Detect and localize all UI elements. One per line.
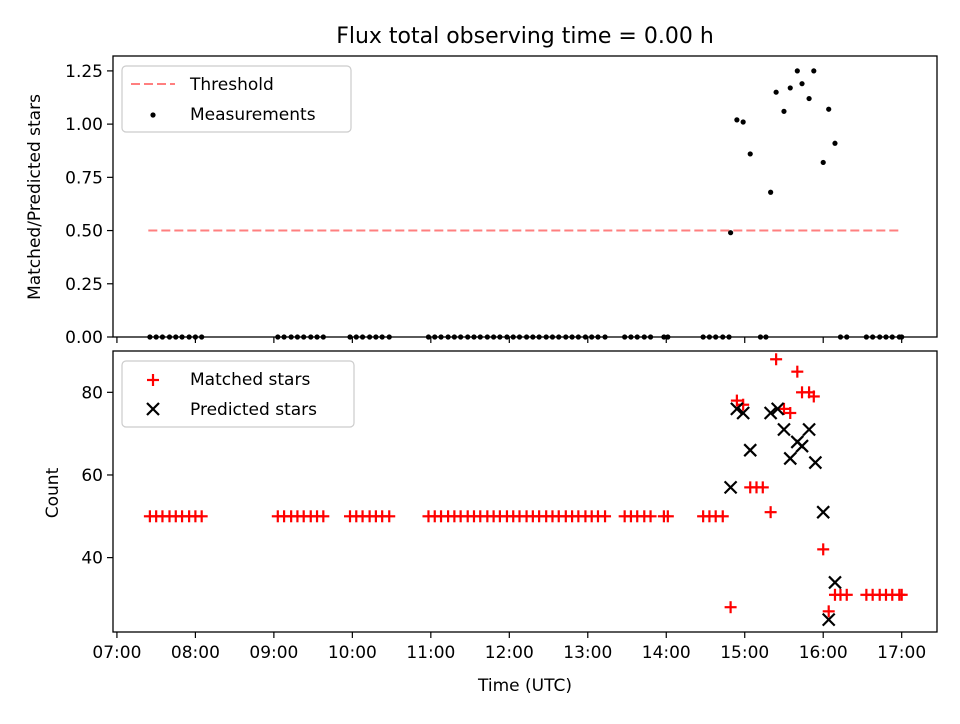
top-y-ticks: 0.00 0.25 0.50 0.75 1.00 1.25 bbox=[65, 62, 113, 348]
matched-star-point bbox=[383, 510, 396, 523]
measurement-point bbox=[740, 119, 746, 125]
x-tick-label: 11:00 bbox=[406, 643, 455, 663]
x-tick-label: 08:00 bbox=[171, 643, 220, 663]
matched-star-point bbox=[644, 510, 657, 523]
matched-star-point bbox=[756, 481, 769, 494]
top-y-tick-label: 0.50 bbox=[65, 222, 103, 242]
predicted-star-point bbox=[816, 505, 830, 519]
x-tick-label: 07:00 bbox=[92, 643, 141, 663]
predicted-star-point bbox=[828, 575, 842, 590]
top-axes-frame bbox=[112, 55, 938, 338]
matched-star-point bbox=[195, 510, 208, 523]
x-tick-label: 16:00 bbox=[799, 643, 848, 663]
bottom-y-tick-label: 60 bbox=[81, 466, 103, 486]
matched-star-point bbox=[716, 510, 729, 523]
matched-star-point bbox=[822, 605, 835, 618]
legend-measurements-swatch bbox=[150, 112, 156, 118]
measurement-point bbox=[773, 89, 779, 95]
matched-star-point bbox=[317, 510, 330, 523]
measurement-point bbox=[734, 117, 740, 123]
legend-measurements-label: Measurements bbox=[190, 105, 316, 125]
measurement-point bbox=[787, 85, 793, 91]
x-tick-label: 13:00 bbox=[563, 643, 612, 663]
top-y-tick-label: 0.25 bbox=[65, 275, 103, 295]
predicted-star-point bbox=[730, 402, 744, 416]
legend-threshold-label: Threshold bbox=[189, 75, 274, 95]
x-axis-label: Time (UTC) bbox=[477, 676, 572, 696]
measurement-point bbox=[728, 230, 734, 236]
x-tick-label: 17:00 bbox=[877, 643, 926, 663]
measurement-point bbox=[820, 159, 826, 166]
bottom-axes-frame bbox=[112, 350, 938, 633]
predicted-star-point bbox=[802, 422, 816, 437]
bottom-y-tick-label: 40 bbox=[81, 549, 103, 569]
bottom-y-axis-label: Count bbox=[43, 467, 63, 518]
legend-matched-label: Matched stars bbox=[190, 370, 310, 390]
predicted-star-point bbox=[763, 406, 778, 420]
predicted-star-point bbox=[821, 612, 836, 627]
legend-predicted-label: Predicted stars bbox=[190, 400, 317, 420]
top-y-tick-label: 0.00 bbox=[65, 328, 103, 348]
matched-star-point bbox=[724, 601, 737, 614]
x-tick-label: 14:00 bbox=[642, 643, 691, 663]
legend-predicted-swatch bbox=[146, 402, 160, 416]
measurement-point bbox=[747, 151, 753, 157]
matched-star-point bbox=[895, 588, 908, 601]
predicted-star-point bbox=[795, 439, 809, 453]
top-y-tick-label: 0.75 bbox=[65, 168, 103, 188]
measurement-point bbox=[826, 106, 832, 112]
bottom-y-tick-label: 80 bbox=[81, 383, 103, 403]
x-tick-label: 15:00 bbox=[720, 643, 769, 663]
measurement-points bbox=[147, 68, 905, 340]
matched-star-point bbox=[599, 510, 612, 523]
measurement-point bbox=[781, 108, 787, 114]
bottom-panel: 40 60 80 07:00 08:00 09:00 10:00 11:00 12:00 13:… bbox=[43, 350, 938, 696]
predicted-star-point bbox=[736, 406, 750, 420]
measurement-point bbox=[768, 189, 774, 195]
top-x-ticks bbox=[116, 337, 903, 343]
bottom-x-ticks: 07:00 08:00 09:00 10:00 11:00 12:00 13:00 14:00… bbox=[92, 632, 926, 663]
matched-star-point bbox=[784, 406, 797, 419]
top-legend: Threshold Measurements bbox=[121, 65, 352, 133]
matched-star-point bbox=[737, 398, 750, 411]
predicted-stars-points bbox=[723, 402, 842, 627]
x-tick-label: 10:00 bbox=[328, 643, 377, 663]
top-y-tick-label: 1.25 bbox=[65, 62, 103, 82]
figure-title: Flux total observing time = 0.00 h bbox=[336, 24, 714, 49]
legend-matched-swatch bbox=[147, 374, 159, 386]
measurement-point bbox=[806, 95, 812, 102]
matched-stars-points bbox=[143, 353, 908, 618]
bottom-y-ticks: 40 60 80 bbox=[81, 383, 113, 569]
predicted-star-point bbox=[777, 422, 791, 437]
matched-star-point bbox=[730, 394, 743, 407]
measurement-point bbox=[832, 140, 838, 146]
predicted-star-point bbox=[723, 480, 738, 495]
measurement-point bbox=[799, 81, 805, 87]
matched-star-point bbox=[807, 390, 820, 403]
predicted-star-point bbox=[808, 455, 823, 470]
matched-star-point bbox=[764, 506, 777, 519]
top-legend-box bbox=[121, 65, 352, 133]
x-tick-label: 09:00 bbox=[249, 643, 298, 663]
top-y-axis-label: Matched/Predicted stars bbox=[25, 94, 45, 300]
predicted-star-point bbox=[743, 443, 758, 457]
top-panel: 0.00 0.25 0.50 0.75 1.00 1.25 Matched/Predict… bbox=[25, 55, 938, 348]
matched-star-point bbox=[777, 402, 790, 415]
predicted-star-point bbox=[770, 402, 785, 416]
matched-star-point bbox=[791, 365, 804, 378]
x-tick-label: 12:00 bbox=[485, 643, 534, 663]
matched-star-point bbox=[840, 588, 853, 601]
measurement-point bbox=[794, 68, 800, 74]
top-y-tick-label: 1.00 bbox=[65, 115, 103, 135]
bottom-legend-box bbox=[121, 360, 355, 428]
bottom-legend: Matched stars Predicted stars bbox=[121, 360, 355, 428]
predicted-star-point bbox=[783, 451, 798, 466]
measurement-point bbox=[811, 68, 817, 74]
matched-star-point bbox=[817, 543, 830, 556]
matched-star-point bbox=[770, 353, 783, 366]
matched-star-point bbox=[661, 510, 674, 523]
